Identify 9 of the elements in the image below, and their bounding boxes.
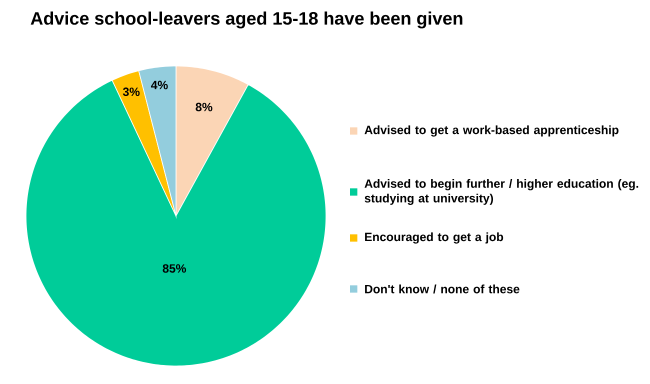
data-label: 3% — [122, 88, 140, 96]
chart-title: Advice school-leavers aged 15-18 have been given — [30, 12, 462, 28]
legend-label: Encouraged to get a job — [365, 232, 504, 244]
legend-label: Advised to begin further / higher education (eg. studying at university) — [364, 179, 638, 205]
data-label: 8% — [196, 102, 212, 112]
legend-label: Advised to get a work-based apprenticeship — [364, 125, 618, 137]
data-label: 4% — [150, 80, 168, 90]
legend-label: Don't know / none of these — [365, 284, 520, 294]
data-label: 85% — [162, 264, 186, 273]
